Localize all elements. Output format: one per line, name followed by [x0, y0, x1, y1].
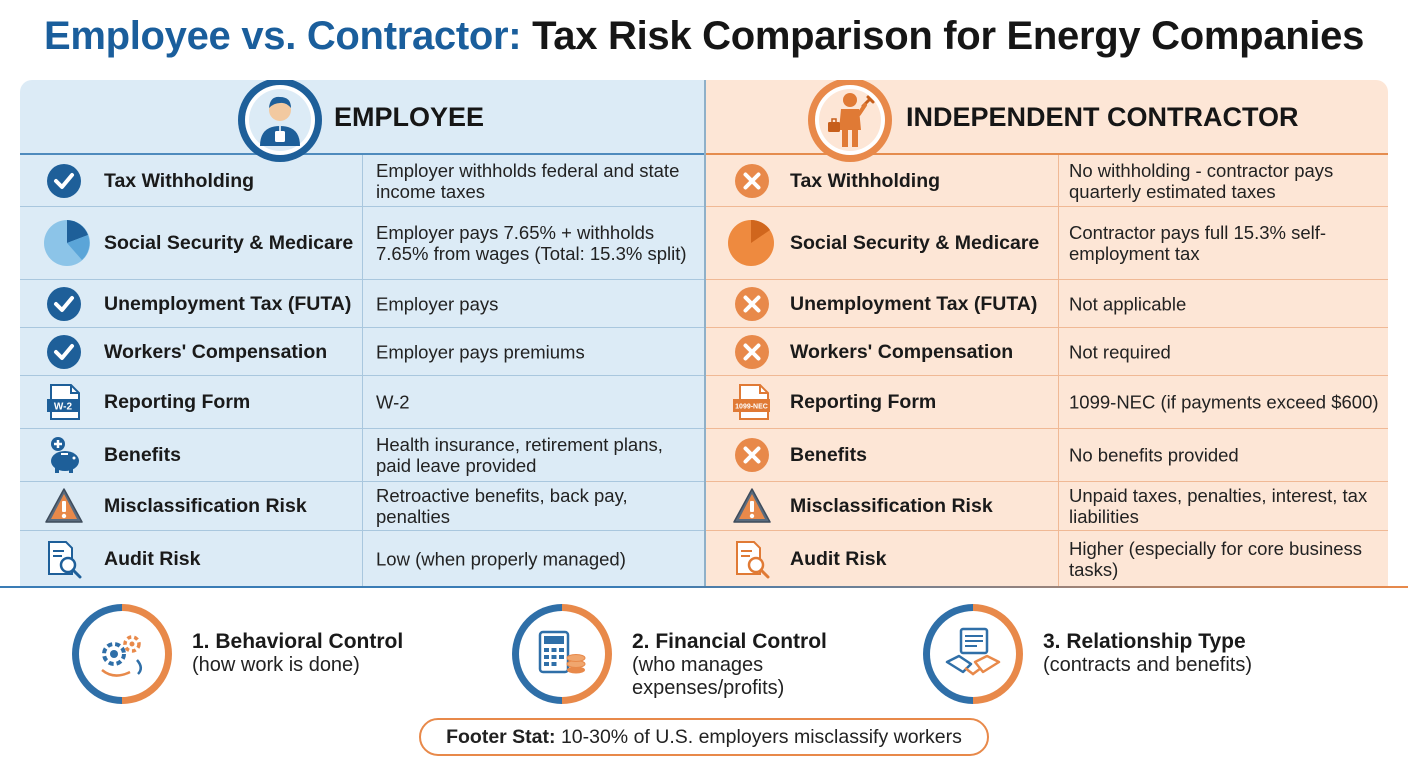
footer-stat-label: Footer Stat: — [446, 726, 556, 748]
handshake-contract-icon — [923, 604, 1023, 704]
contractor-header: INDEPENDENT CONTRACTOR — [706, 80, 1388, 162]
check-icon — [44, 332, 84, 372]
employee-panel: EMPLOYEE Tax Withholding Employer withho… — [20, 80, 704, 586]
factor-title: 2. Financial Control — [632, 630, 827, 653]
factor-financial-control: 2. Financial Control (who manages expens… — [512, 604, 872, 714]
gears-icon — [72, 604, 172, 704]
employee-badge-icon — [236, 80, 324, 164]
svg-text:1099-NEC: 1099-NEC — [735, 404, 768, 411]
row-label: Social Security & Medicare — [104, 232, 354, 254]
row-desc: No withholding - contractor pays quarter… — [1069, 159, 1334, 202]
contractor-worker-icon — [806, 80, 894, 164]
row-label: Tax Withholding — [104, 169, 255, 192]
check-icon — [44, 161, 84, 201]
row-desc: Not applicable — [1069, 293, 1187, 314]
x-circle-icon — [732, 161, 772, 201]
row-label: Tax Withholding — [790, 169, 941, 192]
row-label: Unemployment Tax (FUTA) — [104, 292, 352, 315]
document-icon: W-2 — [44, 382, 84, 422]
title-part-1: Employee vs. Contractor: — [43, 14, 522, 58]
title-part-2: Tax Risk Comparison for Energy Companies — [532, 14, 1365, 58]
footer-stat: Footer Stat: 10-30% of U.S. employers mi… — [419, 718, 989, 756]
row-label: Reporting Form — [104, 391, 251, 413]
row-desc: 1099-NEC (if payments exceed $600) — [1069, 391, 1379, 413]
row-desc: Employer pays premiums — [376, 341, 585, 362]
panel-divider — [704, 80, 706, 586]
contractor-row-futa: Unemployment Tax (FUTA) Not applicable — [706, 280, 1388, 328]
row-desc: Employer withholds federal and state inc… — [376, 159, 680, 202]
employee-row-misclassification: Misclassification Risk Retroactive benef… — [20, 482, 704, 531]
contractor-row-workers-comp: Workers' Compensation Not required — [706, 328, 1388, 376]
document-icon: 1099-NEC — [732, 382, 772, 422]
row-label: Workers' Compensation — [790, 340, 1014, 363]
employee-row-tax-withholding: Tax Withholding Employer withholds feder… — [20, 155, 704, 207]
audit-magnifier-icon — [732, 539, 772, 579]
row-desc: Retroactive benefits, back pay, penaltie… — [376, 485, 628, 527]
row-desc: Higher (especially for core business tas… — [1069, 537, 1363, 580]
pie-chart-icon — [726, 218, 776, 268]
pie-chart-icon — [42, 218, 92, 268]
factor-desc: (who manages expenses/profits) — [632, 654, 785, 699]
x-circle-icon — [732, 435, 772, 475]
row-label: Reporting Form — [790, 391, 937, 413]
row-desc: Health insurance, retirement plans, paid… — [376, 434, 663, 476]
factor-title: 3. Relationship Type — [1043, 630, 1246, 653]
factor-relationship-type: 3. Relationship Type (contracts and bene… — [923, 604, 1303, 714]
row-desc: No benefits provided — [1069, 444, 1239, 466]
contractor-header-title: INDEPENDENT CONTRACTOR — [906, 102, 1299, 132]
row-label: Social Security & Medicare — [790, 232, 1040, 254]
factor-desc: (contracts and benefits) — [1043, 654, 1252, 676]
row-desc: Employer pays 7.65% + withholds 7.65% fr… — [376, 222, 687, 264]
calculator-coins-icon — [512, 604, 612, 704]
check-icon — [44, 284, 84, 324]
piggy-bank-icon — [44, 435, 84, 475]
row-label: Workers' Compensation — [104, 340, 328, 363]
row-desc: Not required — [1069, 341, 1171, 362]
x-circle-icon — [732, 284, 772, 324]
page-title: Employee vs. Contractor: Tax Risk Compar… — [0, 14, 1408, 59]
row-label: Unemployment Tax (FUTA) — [790, 292, 1038, 315]
employee-row-futa: Unemployment Tax (FUTA) Employer pays — [20, 280, 704, 328]
warning-icon — [732, 486, 772, 526]
row-desc: Employer pays — [376, 293, 499, 314]
section-divider — [0, 586, 1408, 588]
employee-header-title: EMPLOYEE — [334, 102, 485, 132]
svg-text:W-2: W-2 — [54, 402, 73, 413]
row-desc: Low (when properly managed) — [376, 548, 626, 569]
employee-row-social-security: Social Security & Medicare Employer pays… — [20, 207, 704, 280]
employee-header: EMPLOYEE — [20, 80, 704, 162]
contractor-row-tax-withholding: Tax Withholding No withholding - contrac… — [706, 155, 1388, 207]
employee-row-benefits: Benefits Health insurance, retirement pl… — [20, 429, 704, 482]
employee-row-audit-risk: Audit Risk Low (when properly managed) — [20, 531, 704, 586]
warning-icon — [44, 486, 84, 526]
row-label: Misclassification Risk — [104, 495, 307, 517]
factor-behavioral-control: 1. Behavioral Control (how work is done) — [72, 604, 432, 714]
row-desc: W-2 — [376, 391, 410, 413]
row-label: Benefits — [104, 444, 181, 466]
row-desc: Contractor pays full 15.3% self-employme… — [1069, 222, 1327, 264]
row-label: Misclassification Risk — [790, 495, 993, 517]
audit-magnifier-icon — [44, 539, 84, 579]
contractor-row-audit-risk: Audit Risk Higher (especially for core b… — [706, 531, 1388, 586]
contractor-row-misclassification: Misclassification Risk Unpaid taxes, pen… — [706, 482, 1388, 531]
contractor-row-reporting-form: 1099-NEC Reporting Form 1099-NEC (if pay… — [706, 376, 1388, 429]
contractor-row-benefits: Benefits No benefits provided — [706, 429, 1388, 482]
x-circle-icon — [732, 332, 772, 372]
contractor-row-social-security: Social Security & Medicare Contractor pa… — [706, 207, 1388, 280]
row-label: Audit Risk — [104, 547, 201, 570]
row-label: Audit Risk — [790, 547, 887, 570]
factor-title: 1. Behavioral Control — [192, 630, 404, 653]
row-desc: Unpaid taxes, penalties, interest, tax l… — [1069, 485, 1368, 527]
employee-row-reporting-form: W-2 Reporting Form W-2 — [20, 376, 704, 429]
factor-desc: (how work is done) — [192, 654, 360, 676]
employee-row-workers-comp: Workers' Compensation Employer pays prem… — [20, 328, 704, 376]
row-label: Benefits — [790, 444, 867, 466]
contractor-panel: INDEPENDENT CONTRACTOR Tax Withholding N… — [706, 80, 1388, 586]
footer-stat-text: 10-30% of U.S. employers misclassify wor… — [560, 726, 962, 748]
